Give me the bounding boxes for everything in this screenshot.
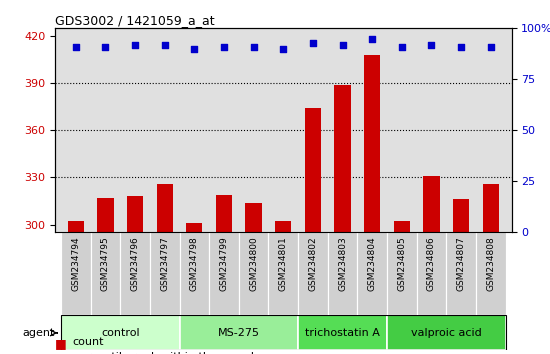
Point xyxy=(190,46,199,52)
Point xyxy=(398,44,406,50)
Text: GSM234803: GSM234803 xyxy=(338,236,347,291)
Bar xyxy=(417,233,446,315)
Text: GSM234794: GSM234794 xyxy=(72,236,80,291)
Text: ■: ■ xyxy=(55,352,67,354)
Point xyxy=(72,44,80,50)
Point xyxy=(338,42,347,47)
Text: control: control xyxy=(101,328,140,338)
Text: agent: agent xyxy=(22,328,54,338)
Text: GSM234798: GSM234798 xyxy=(190,236,199,291)
Bar xyxy=(305,108,321,233)
Bar xyxy=(209,233,239,315)
Point xyxy=(219,44,228,50)
Text: GSM234808: GSM234808 xyxy=(486,236,495,291)
Bar xyxy=(179,233,209,315)
Bar xyxy=(424,176,439,233)
Text: GSM234807: GSM234807 xyxy=(456,236,466,291)
Text: GSM234804: GSM234804 xyxy=(368,236,377,291)
Bar xyxy=(239,233,268,315)
Bar xyxy=(186,223,202,233)
Text: GDS3002 / 1421059_a_at: GDS3002 / 1421059_a_at xyxy=(55,14,215,27)
Text: valproic acid: valproic acid xyxy=(411,328,482,338)
Point xyxy=(131,42,140,47)
Bar xyxy=(453,199,469,233)
Bar xyxy=(364,55,381,233)
Bar xyxy=(127,196,143,233)
Bar xyxy=(358,233,387,315)
Bar xyxy=(91,233,120,315)
Bar xyxy=(61,233,91,315)
Bar xyxy=(298,233,328,315)
Bar xyxy=(245,202,262,233)
Bar xyxy=(387,315,505,350)
Point xyxy=(309,40,317,45)
Point xyxy=(160,42,169,47)
Bar xyxy=(97,198,113,233)
Text: ■: ■ xyxy=(55,337,67,350)
Bar xyxy=(61,315,179,350)
Bar xyxy=(275,222,292,233)
Text: count: count xyxy=(73,337,104,347)
Point xyxy=(368,36,377,41)
Text: GSM234801: GSM234801 xyxy=(279,236,288,291)
Bar xyxy=(179,315,298,350)
Bar xyxy=(68,222,84,233)
Text: GSM234797: GSM234797 xyxy=(160,236,169,291)
Bar xyxy=(394,222,410,233)
Bar xyxy=(157,184,173,233)
Text: GSM234805: GSM234805 xyxy=(397,236,406,291)
Text: GSM234795: GSM234795 xyxy=(101,236,110,291)
Bar xyxy=(298,315,387,350)
Point xyxy=(249,44,258,50)
Text: GSM234806: GSM234806 xyxy=(427,236,436,291)
Point xyxy=(486,44,495,50)
Text: GSM234799: GSM234799 xyxy=(219,236,228,291)
Text: trichostatin A: trichostatin A xyxy=(305,328,380,338)
Text: GSM234802: GSM234802 xyxy=(309,236,317,291)
Point xyxy=(279,46,288,52)
Text: GSM234796: GSM234796 xyxy=(130,236,140,291)
Bar xyxy=(268,233,298,315)
Point xyxy=(101,44,110,50)
Bar xyxy=(216,195,232,233)
Bar xyxy=(482,184,499,233)
Point xyxy=(456,44,465,50)
Bar xyxy=(387,233,417,315)
Text: percentile rank within the sample: percentile rank within the sample xyxy=(73,352,261,354)
Bar xyxy=(334,85,351,233)
Text: GSM234800: GSM234800 xyxy=(249,236,258,291)
Bar xyxy=(120,233,150,315)
Bar xyxy=(476,233,505,315)
Bar xyxy=(150,233,179,315)
Bar xyxy=(328,233,358,315)
Point xyxy=(427,42,436,47)
Text: MS-275: MS-275 xyxy=(218,328,260,338)
Bar xyxy=(446,233,476,315)
